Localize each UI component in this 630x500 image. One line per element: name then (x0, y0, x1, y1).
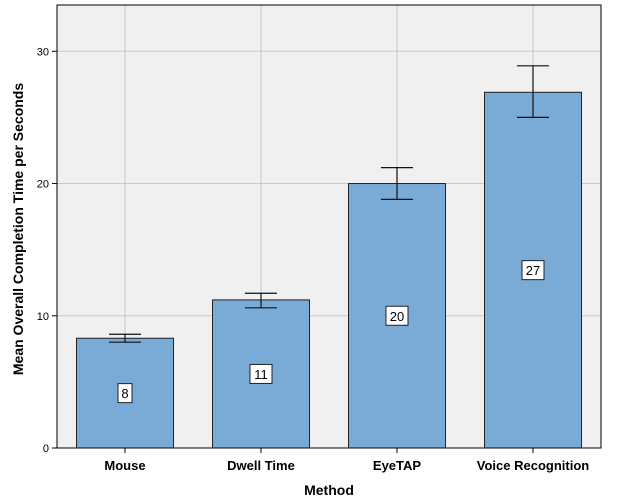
data-label: 27 (526, 263, 540, 278)
data-label: 20 (390, 309, 404, 324)
x-tick-label: EyeTAP (373, 458, 421, 473)
data-label-box (521, 260, 545, 281)
y-tick-label: 30 (37, 46, 49, 58)
x-tick-label: Mouse (104, 458, 145, 473)
y-axis-title: Mean Overall Completion Time per Seconds (10, 83, 26, 375)
x-tick-label: Dwell Time (227, 458, 295, 473)
data-label: 11 (254, 367, 268, 382)
data-label-box (249, 363, 273, 384)
plot-border (56, 4, 602, 449)
y-tick-label: 10 (37, 311, 49, 323)
x-axis-title: Method (304, 482, 354, 498)
y-tick-label: 0 (43, 443, 49, 455)
x-tick-label: Voice Recognition (477, 458, 589, 473)
y-tick-label: 20 (37, 179, 49, 191)
data-label: 8 (121, 386, 128, 401)
data-label-box (117, 383, 133, 404)
data-label-box (385, 305, 409, 326)
